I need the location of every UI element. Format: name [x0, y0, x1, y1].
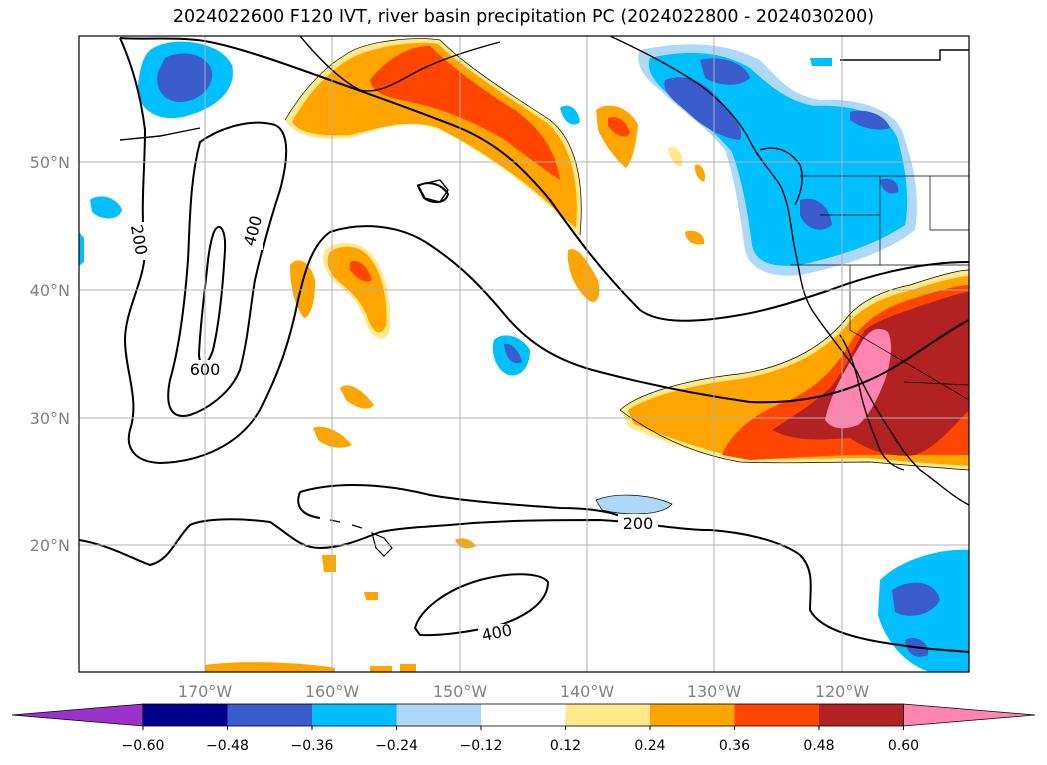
pos-anomaly-core: [370, 45, 560, 180]
pos-anomaly-core: [608, 116, 630, 137]
pos-anomaly-area: [596, 105, 638, 168]
ivt-contour-400: [167, 121, 288, 417]
lon-label-150w: 150°W: [433, 682, 488, 701]
neg-anomaly-core: [700, 58, 750, 85]
colorbar-tick-label: −0.24: [375, 738, 418, 754]
neg-anomaly-area: [560, 105, 580, 125]
pos-anomaly-area: [327, 246, 387, 333]
pos-anomaly-area: [567, 249, 600, 302]
colorbar-tick-label: 0.12: [550, 738, 581, 754]
lon-label-140w: 140°W: [560, 682, 615, 701]
colorbar-segment: [143, 704, 228, 726]
colorbar-extend-high: [903, 703, 1036, 727]
colorbar-segment: [227, 704, 312, 726]
colorbar-extend-low: [11, 703, 144, 727]
colorbar-tick-label: −0.60: [122, 738, 165, 754]
ivt-contour-200: [119, 37, 969, 465]
neg-anomaly-core: [850, 110, 890, 130]
map-title: 2024022600 F120 IVT, river basin precipi…: [172, 7, 875, 27]
gridlines: [79, 36, 969, 672]
lat-label-30: 30°N: [30, 409, 70, 428]
colorbar-segment: [312, 704, 397, 726]
neg-anomaly-area: [90, 196, 122, 219]
neg-anomaly-core: [800, 198, 832, 230]
colorbar-segment: [819, 704, 904, 726]
lon-label-160w: 160°W: [305, 682, 360, 701]
colorbar-tick-label: 0.36: [719, 738, 750, 754]
pos-anomaly-area: [370, 666, 392, 672]
colorbar: −0.60 −0.48 −0.36 −0.24 −0.12 0.12 0.24 0.36 0.4…: [11, 703, 1036, 754]
colorbar-segment: [481, 704, 566, 726]
neg-anomaly-core: [880, 178, 899, 194]
neg-anomaly-core: [157, 53, 213, 103]
neg-anomaly-core: [664, 77, 742, 140]
pos-anomaly-core: [350, 260, 372, 282]
ivt-contour: [416, 182, 450, 204]
lat-label-20: 20°N: [30, 536, 70, 555]
pos-anomaly-area: [205, 662, 335, 672]
colorbar-segment: [396, 704, 481, 726]
ivt-contour-400: [413, 573, 550, 637]
colorbar-segment: [565, 704, 650, 726]
lat-axis: 50°N 40°N 30°N 20°N: [30, 153, 70, 555]
ivt-contour-200: [79, 518, 969, 653]
colorbar-tick-label: 0.48: [803, 738, 834, 754]
lon-label-120w: 120°W: [815, 682, 870, 701]
precip-outline-layer: [284, 38, 969, 515]
colorbar-tick-label: −0.48: [206, 738, 249, 754]
pos-anomaly-area: [685, 230, 705, 245]
colorbar-tick-label: 0.24: [634, 738, 665, 754]
map-frame: [78, 35, 970, 673]
colorbar-tick-label: −0.12: [460, 738, 503, 754]
lat-label-50: 50°N: [30, 153, 70, 172]
colorbar-tick-label: −0.36: [291, 738, 334, 754]
lat-label-40: 40°N: [30, 281, 70, 300]
pos-anomaly-area: [400, 664, 416, 672]
colorbar-segment: [650, 704, 735, 726]
pos-anomaly-area: [292, 42, 577, 228]
map-content: 200 400 600 200 400: [79, 36, 969, 672]
pos-anomaly-area: [364, 592, 378, 600]
contour-label-200-south: 200: [623, 514, 654, 533]
pos-anomaly-area: [340, 385, 374, 409]
neg-anomaly-core: [504, 343, 522, 364]
lon-axis: 170°W 160°W 150°W 140°W 130°W 120°W: [178, 682, 870, 701]
lon-label-170w: 170°W: [178, 682, 233, 701]
neg-anomaly-area: [79, 232, 84, 266]
pos-anomaly-area: [322, 555, 336, 572]
neg-anomaly-area: [810, 58, 832, 66]
neg-anomaly-area: [596, 495, 672, 514]
neg-anomaly-core: [892, 582, 940, 616]
ivt-contour-200: [119, 37, 969, 322]
pos-anomaly-area: [668, 146, 683, 167]
precip-fill-layer: [79, 38, 969, 672]
border-layer: [790, 175, 969, 401]
colorbar-frame: [142, 703, 904, 727]
pos-anomaly-area: [694, 164, 706, 182]
colorbar-segment: [734, 704, 819, 726]
ivt-contour-200: [297, 491, 321, 519]
lon-label-130w: 130°W: [687, 682, 742, 701]
colorbar-tick-label: 0.60: [888, 738, 919, 754]
